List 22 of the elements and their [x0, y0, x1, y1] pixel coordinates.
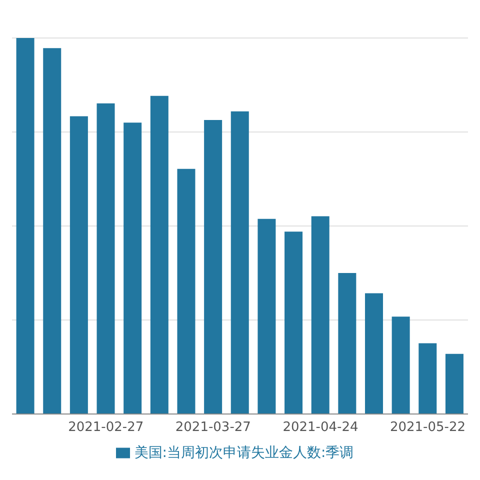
bar [230, 111, 249, 414]
bar [150, 96, 168, 414]
bar [177, 168, 196, 414]
bar [338, 273, 356, 414]
bar [418, 343, 437, 414]
bar [16, 38, 34, 414]
bar [445, 354, 464, 414]
bar [284, 232, 303, 414]
bar [365, 293, 383, 414]
bar [70, 116, 88, 414]
bar [311, 216, 330, 414]
x-tick-label: 2021-03-27 [175, 420, 251, 436]
x-tick-label: 2021-02-27 [68, 420, 144, 436]
x-tick-label: 2021-05-22 [390, 420, 466, 436]
x-tick-label: 2021-04-24 [282, 420, 358, 436]
legend-label: 美国:当周初次申请失业金人数:季调 [134, 445, 354, 461]
bar [124, 122, 142, 414]
bar [43, 48, 62, 414]
bar [96, 103, 115, 414]
bar [204, 120, 222, 414]
bar [392, 316, 410, 414]
bar [258, 218, 276, 414]
